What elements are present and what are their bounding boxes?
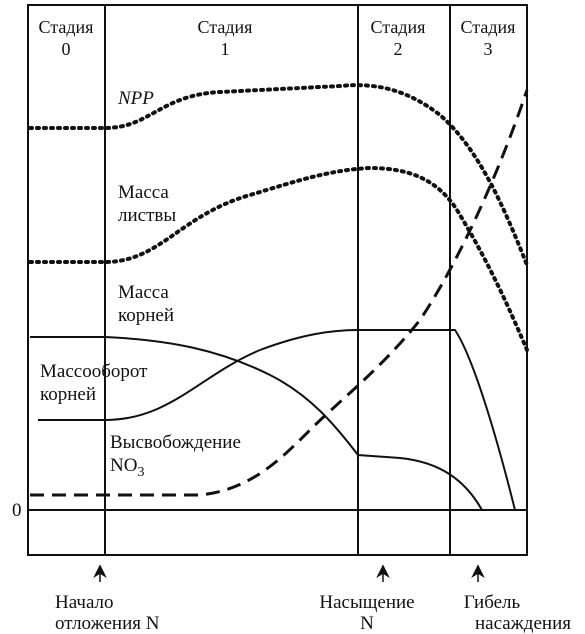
curve-label: NO3 bbox=[110, 455, 144, 480]
event-label: Начало bbox=[55, 592, 114, 613]
curve-label: Высвобождение bbox=[110, 432, 241, 453]
stage-label: Стадия bbox=[371, 17, 426, 37]
arrow bbox=[471, 564, 485, 582]
arrow bbox=[376, 564, 390, 582]
stage-label: Стадия bbox=[461, 17, 516, 37]
event-arrows bbox=[93, 564, 485, 582]
curve-label: корней bbox=[118, 305, 174, 326]
stage-number: 1 bbox=[221, 39, 230, 59]
root-turnover-curve bbox=[30, 336, 483, 511]
stage-label: Стадия bbox=[198, 17, 253, 37]
curve-label: Масса bbox=[118, 282, 169, 303]
curve-label: NPP bbox=[117, 88, 154, 109]
curve-label: корней bbox=[40, 384, 96, 405]
subscript: 3 bbox=[137, 465, 144, 480]
event-label: насаждения bbox=[475, 613, 571, 634]
no3-curve bbox=[30, 89, 529, 497]
event-label: Насыщение bbox=[319, 592, 414, 613]
stage-number: 0 bbox=[62, 39, 71, 59]
frame bbox=[27, 4, 528, 556]
event-label: N bbox=[360, 613, 374, 634]
curve-label: Массооборот bbox=[40, 361, 148, 382]
leaf-mass-curve bbox=[28, 165, 529, 352]
curve-label: листвы bbox=[118, 205, 176, 226]
npp-curve bbox=[28, 83, 529, 267]
root-mass-curve bbox=[38, 329, 516, 511]
curve-label: Масса bbox=[118, 182, 169, 203]
zero-label: 0 bbox=[12, 500, 22, 521]
stage-label: Стадия bbox=[39, 17, 94, 37]
stage-number: 3 bbox=[484, 39, 493, 59]
event-label: Гибель bbox=[464, 592, 521, 613]
formula: NO bbox=[110, 455, 137, 476]
event-label: отложения N bbox=[55, 613, 160, 634]
arrow bbox=[93, 564, 107, 582]
stage-number: 2 bbox=[394, 39, 403, 59]
